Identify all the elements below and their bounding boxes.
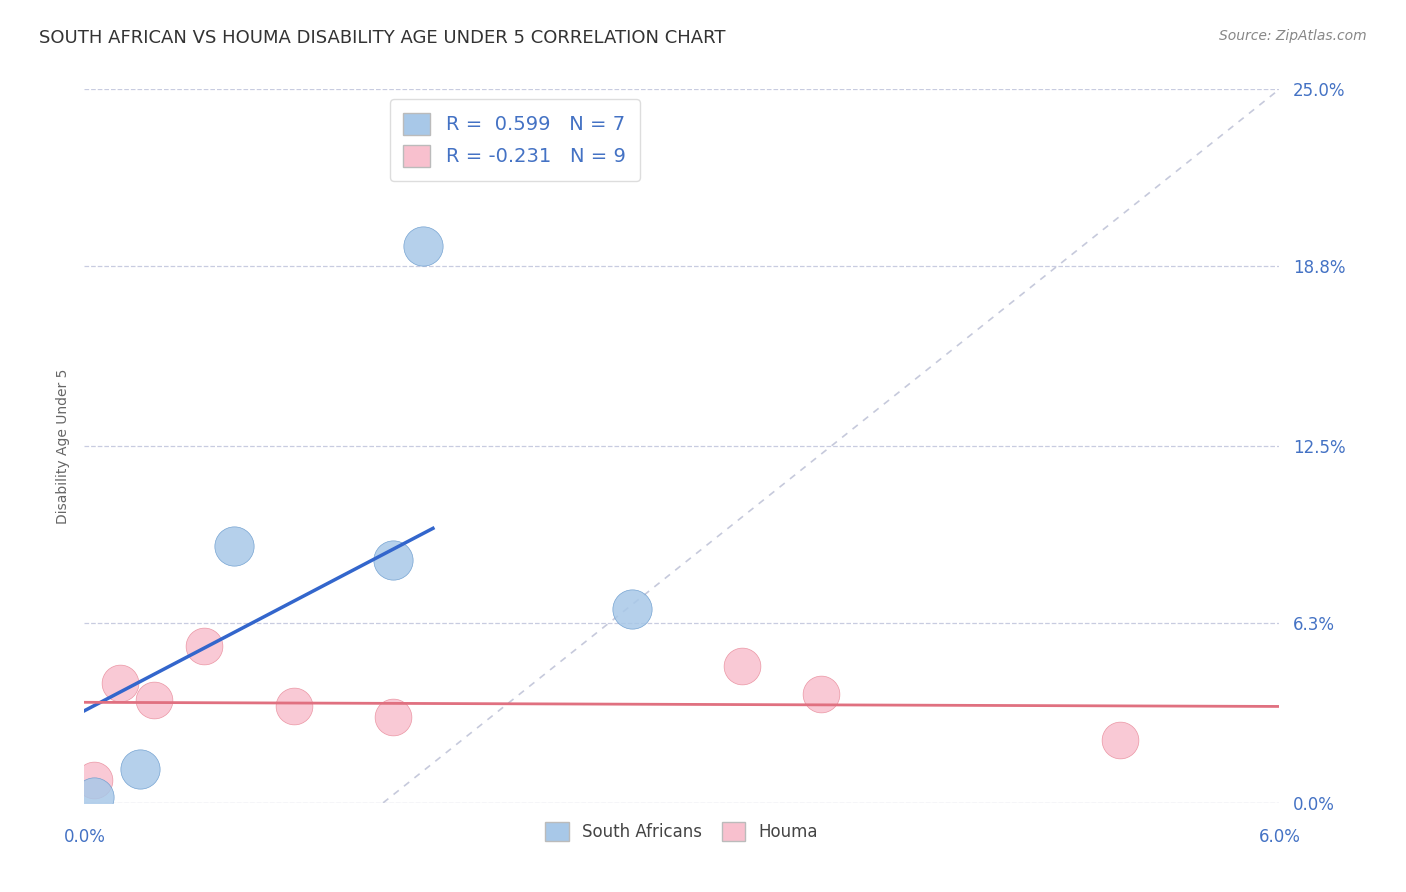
Point (731, 658, 754, 673)
Text: 0.0%: 0.0% (63, 828, 105, 846)
Point (382, 553, 405, 567)
Point (83, 772, 105, 787)
Text: 6.0%: 6.0% (1258, 828, 1301, 846)
Point (810, 687, 832, 701)
Point (621, 601, 644, 615)
Text: Source: ZipAtlas.com: Source: ZipAtlas.com (1219, 29, 1367, 43)
Point (222, 539, 245, 553)
Point (129, 762, 152, 776)
Y-axis label: Disability Age Under 5: Disability Age Under 5 (56, 368, 70, 524)
Point (1109, 733, 1132, 747)
Point (83, 790, 105, 805)
Point (110, 676, 132, 690)
Text: SOUTH AFRICAN VS HOUMA DISABILITY AGE UNDER 5 CORRELATION CHART: SOUTH AFRICAN VS HOUMA DISABILITY AGE UN… (39, 29, 725, 46)
Point (193, 639, 215, 653)
Point (283, 698, 305, 713)
Point (143, 693, 166, 707)
Point (382, 710, 405, 724)
Point (412, 239, 434, 253)
Legend: South Africans, Houma: South Africans, Houma (538, 815, 825, 848)
